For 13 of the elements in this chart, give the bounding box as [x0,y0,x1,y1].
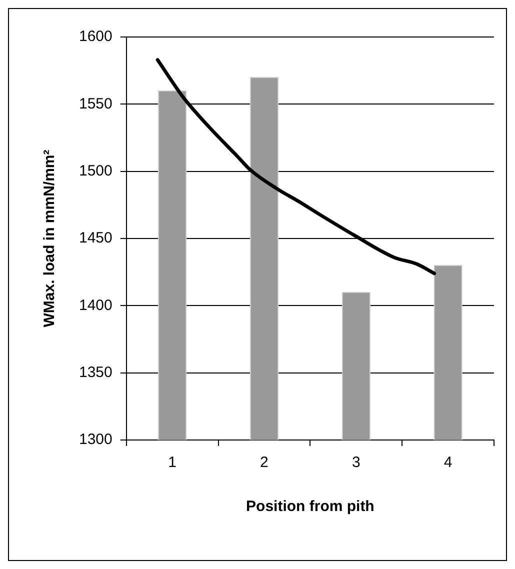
y-tick-label: 1550 [78,95,112,112]
x-axis-title: Position from pith [246,498,374,516]
y-axis-title: WMax. load in mmN/mm² [41,150,58,328]
x-tick-label: 2 [260,454,268,472]
y-tick-label: 1400 [78,296,112,314]
y-tick-label: 1500 [78,162,112,180]
y-tick-label: 1600 [78,28,112,46]
x-tick-label: 1 [168,454,176,472]
x-tick-label: 4 [444,454,452,472]
y-tick-label: 1300 [78,431,112,448]
y-tick-label: 1350 [78,364,112,381]
x-tick-label: 3 [352,454,360,472]
y-tick-label: 1450 [78,230,112,247]
